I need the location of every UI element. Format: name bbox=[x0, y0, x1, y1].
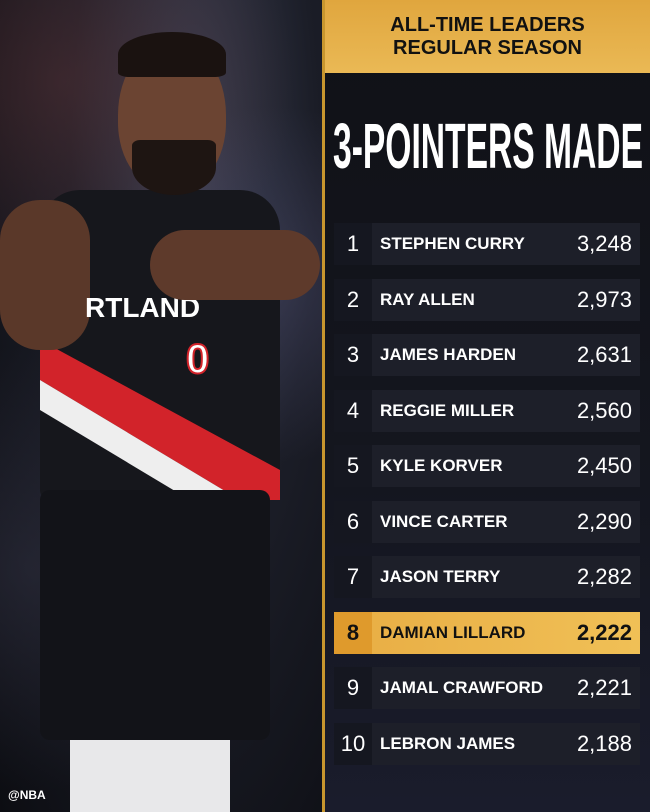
player-name: DAMIAN LILLARD bbox=[380, 622, 526, 642]
page-title: 3-POINTERS MADE bbox=[333, 110, 643, 176]
player-name: KYLE KORVER bbox=[380, 456, 503, 475]
rank: 8 bbox=[334, 611, 372, 654]
list-item: 10 LEBRON JAMES 2,188 bbox=[334, 722, 640, 765]
header-line1: ALL-TIME LEADERS bbox=[390, 13, 585, 36]
jersey-stripe-white bbox=[40, 380, 240, 500]
nba-watermark: @NBA bbox=[8, 788, 46, 802]
list-item: 7 JASON TERRY 2,282 bbox=[334, 556, 640, 598]
list-item-highlighted: 8 DAMIAN LILLARD 2,222 bbox=[334, 611, 640, 654]
list-item: 1 STEPHEN CURRY 3,248 bbox=[334, 223, 640, 265]
jersey-stripes bbox=[40, 340, 280, 500]
value: 2,631 bbox=[576, 342, 632, 367]
player-name: JAMAL CRAWFORD bbox=[380, 678, 544, 697]
list-item: 9 JAMAL CRAWFORD 2,221 bbox=[334, 667, 640, 709]
player-name: RAY ALLEN bbox=[380, 289, 475, 309]
header-line2: REGULAR SEASON bbox=[393, 36, 582, 59]
player-name: VINCE CARTER bbox=[380, 511, 508, 531]
value: 2,450 bbox=[576, 453, 632, 478]
list-item: 2 RAY ALLEN 2,973 bbox=[334, 278, 640, 321]
page-title-graphic: 3-POINTERS MADE bbox=[333, 110, 643, 176]
divider bbox=[322, 0, 325, 812]
rank: 2 bbox=[334, 278, 372, 321]
pointing-arm bbox=[150, 230, 320, 300]
player-beard bbox=[132, 140, 216, 195]
jersey-stripe-red bbox=[40, 340, 280, 500]
list-item: 3 JAMES HARDEN 2,631 bbox=[334, 334, 640, 376]
value: 2,222 bbox=[576, 619, 632, 645]
header-banner: ALL-TIME LEADERS REGULAR SEASON bbox=[325, 0, 650, 73]
value: 3,248 bbox=[576, 231, 632, 256]
player-photo: RTLAND 0 @NBA bbox=[0, 0, 322, 812]
rank: 6 bbox=[334, 500, 372, 543]
rank: 5 bbox=[334, 445, 372, 487]
list-item: 6 VINCE CARTER 2,290 bbox=[334, 500, 640, 543]
list-item: 5 KYLE KORVER 2,450 bbox=[334, 445, 640, 487]
player-name: JAMES HARDEN bbox=[380, 345, 517, 364]
player-hair bbox=[118, 32, 226, 77]
player-name: STEPHEN CURRY bbox=[380, 234, 525, 253]
player-name: REGGIE MILLER bbox=[380, 400, 515, 420]
rank: 1 bbox=[334, 223, 372, 265]
value: 2,282 bbox=[576, 564, 632, 589]
rank: 9 bbox=[334, 667, 372, 709]
jersey-number: 0 bbox=[185, 334, 210, 383]
player-name: JASON TERRY bbox=[380, 567, 501, 586]
rank: 4 bbox=[334, 389, 372, 432]
leg-sleeves bbox=[70, 740, 230, 812]
rank: 7 bbox=[334, 556, 372, 598]
value: 2,290 bbox=[576, 508, 632, 534]
list-item: 4 REGGIE MILLER 2,560 bbox=[334, 389, 640, 432]
rank: 3 bbox=[334, 334, 372, 376]
value: 2,188 bbox=[576, 730, 632, 756]
shorts bbox=[40, 490, 270, 740]
left-arm bbox=[0, 200, 90, 350]
value: 2,221 bbox=[576, 675, 632, 700]
value: 2,973 bbox=[576, 286, 632, 312]
value: 2,560 bbox=[576, 397, 632, 423]
player-name: LEBRON JAMES bbox=[380, 733, 516, 753]
leaders-list: 1 STEPHEN CURRY 3,248 2 RAY ALLEN 2,973 3 … bbox=[334, 223, 640, 778]
rank: 10 bbox=[334, 722, 372, 765]
